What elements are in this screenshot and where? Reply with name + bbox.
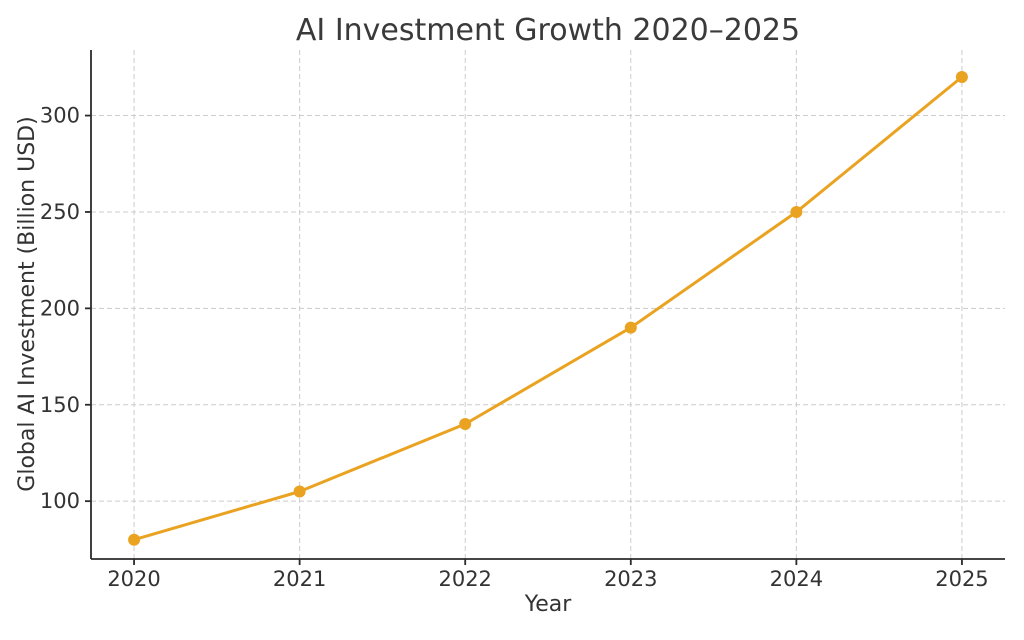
- data-point-marker: [128, 533, 141, 546]
- x-axis-label: Year: [524, 592, 572, 617]
- x-tick-label: 2022: [438, 567, 491, 591]
- data-point-marker: [790, 206, 803, 218]
- y-tick-label: 100: [40, 489, 80, 513]
- data-point-marker: [955, 71, 968, 83]
- data-line: [132, 75, 964, 542]
- x-tick-label: 2023: [604, 567, 657, 591]
- x-tick-label: 2025: [935, 567, 988, 591]
- y-axis-label: Global AI Investment (Billion USD): [15, 116, 40, 492]
- chart-title: AI Investment Growth 2020–2025: [295, 13, 801, 48]
- y-tick-label: 150: [40, 393, 80, 417]
- x-tick-label: 2021: [273, 567, 326, 591]
- data-point-marker: [459, 418, 472, 430]
- data-point-marker: [293, 485, 306, 498]
- y-tick-label: 300: [40, 104, 80, 128]
- x-tick-label: 2020: [107, 567, 160, 591]
- y-tick-label: 250: [40, 200, 80, 224]
- data-point-marker: [624, 321, 637, 334]
- y-tick-label: 200: [40, 296, 80, 320]
- x-tick-label: 2024: [770, 567, 823, 591]
